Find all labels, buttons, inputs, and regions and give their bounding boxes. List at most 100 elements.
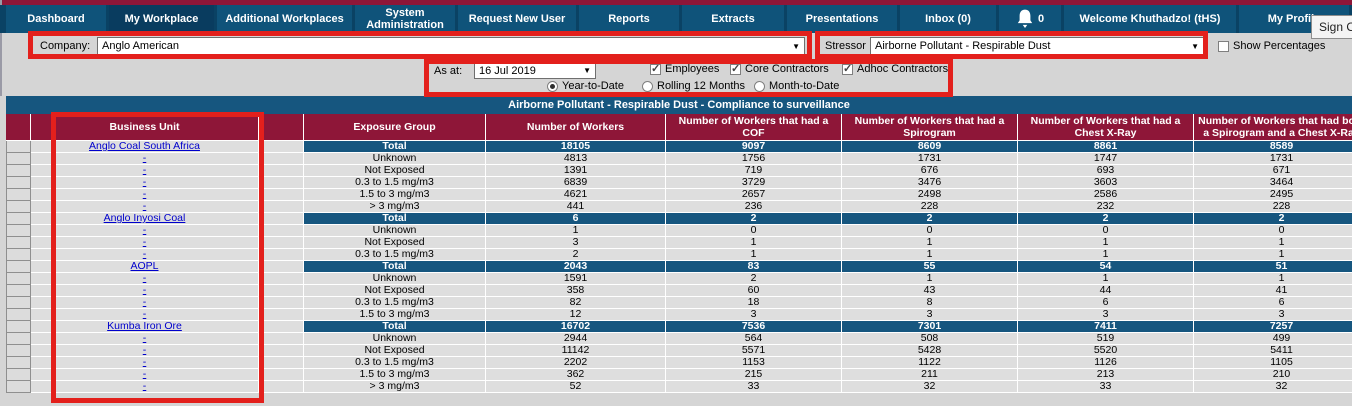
row-edge-cell [6, 345, 31, 357]
row-edge-cell [6, 381, 31, 393]
business-unit-link[interactable]: Kumba Iron Ore [107, 321, 182, 332]
value-cell: 5571 [666, 345, 842, 357]
table-row: - Unknown 4813 1756 1731 1747 1731 [6, 153, 1352, 165]
core-contractors-checkbox[interactable] [730, 62, 741, 75]
row-link[interactable]: - [142, 309, 147, 320]
nav-tab-request-new-user[interactable]: Request New User [458, 5, 576, 33]
value-cell: 693 [1018, 165, 1194, 177]
nav-tab-reports[interactable]: Reports [579, 5, 679, 33]
value-cell: 232 [1018, 201, 1194, 213]
value-cell: 1731 [842, 153, 1018, 165]
rolling-12-months-group: Rolling 12 Months [642, 80, 745, 92]
spacer-cell [259, 309, 304, 321]
row-link[interactable]: - [142, 189, 147, 200]
business-unit-cell: AOPL [31, 261, 259, 273]
row-link[interactable]: - [142, 237, 147, 248]
business-unit-link[interactable]: Anglo Coal South Africa [89, 141, 200, 152]
value-cell: 1105 [1194, 357, 1352, 369]
chevron-down-icon: ▼ [1191, 41, 1199, 51]
exposure-group-cell: 0.3 to 1.5 mg/m3 [304, 357, 486, 369]
year-to-date-radio[interactable] [547, 80, 558, 92]
row-link[interactable]: - [142, 177, 147, 188]
exposure-group-cell: Not Exposed [304, 285, 486, 297]
value-cell: 519 [1018, 333, 1194, 345]
table-header-row: Business Unit Exposure Group Number of Wor… [6, 114, 1352, 141]
row-edge-cell [6, 177, 31, 189]
value-cell: 60 [666, 285, 842, 297]
row-edge-cell [6, 357, 31, 369]
employees-checkbox[interactable] [650, 62, 661, 75]
value-cell: 2 [486, 249, 666, 261]
exposure-group-cell: Total [304, 321, 486, 333]
as-at-date-select[interactable]: 16 Jul 2019 ▼ [474, 62, 596, 79]
exposure-group-cell: Unknown [304, 333, 486, 345]
value-cell: 210 [1194, 369, 1352, 381]
row-edge-cell [6, 225, 31, 237]
nav-tab-extracts[interactable]: Extracts [682, 5, 784, 33]
nav-tab-inbox-0[interactable]: Inbox (0) [900, 5, 996, 33]
value-cell: 8609 [842, 141, 1018, 153]
stressor-select[interactable]: Airborne Pollutant - Respirable Dust ▼ [870, 37, 1204, 55]
value-cell: 5520 [1018, 345, 1194, 357]
row-link[interactable]: - [142, 201, 147, 212]
nav-tab-presentations[interactable]: Presentations [787, 5, 897, 33]
value-cell: 1126 [1018, 357, 1194, 369]
value-cell: 719 [666, 165, 842, 177]
row-link[interactable]: - [142, 153, 147, 164]
row-link[interactable]: - [142, 381, 147, 392]
row-edge-cell [6, 285, 31, 297]
value-cell: 2586 [1018, 189, 1194, 201]
business-unit-link[interactable]: AOPL [130, 261, 159, 272]
show-percentages-checkbox[interactable] [1218, 40, 1229, 52]
notification-bell-area[interactable]: 0 [999, 5, 1061, 33]
value-cell: 3 [486, 237, 666, 249]
spacer-cell [259, 153, 304, 165]
exposure-group-cell: 1.5 to 3 mg/m3 [304, 369, 486, 381]
value-cell: 1 [1194, 249, 1352, 261]
row-edge-cell [6, 249, 31, 261]
row-link[interactable]: - [142, 165, 147, 176]
row-edge-cell [6, 237, 31, 249]
column-header-number-of-workers-that-had-a-cof: Number of Workers that had a COF [666, 114, 842, 141]
rolling-12-months-radio[interactable] [642, 80, 653, 92]
row-link[interactable]: - [142, 297, 147, 308]
row-link[interactable]: - [142, 369, 147, 380]
sign-out-button[interactable]: Sign Out [1311, 15, 1352, 39]
row-link[interactable]: - [142, 249, 147, 260]
table-row: -0.3 to 1.5 mg/m3 82 18 8 6 6 [6, 297, 1352, 309]
nav-tab-system-administration[interactable]: System Administration [355, 5, 455, 33]
row-link[interactable]: - [142, 225, 147, 236]
adhoc-contractors-checkbox[interactable] [842, 62, 853, 75]
business-unit-cell: - [31, 285, 259, 297]
table-row: Anglo Inyosi Coal Total 6 2 2 2 2 [6, 213, 1352, 225]
spacer-cell [259, 321, 304, 333]
value-cell: 41 [1194, 285, 1352, 297]
value-cell: 7411 [1018, 321, 1194, 333]
main-navigation: Dashboard My Workplace Additional Workplac… [0, 5, 1352, 33]
nav-tab-additional-workplaces[interactable]: Additional Workplaces [217, 5, 352, 33]
row-edge-cell [6, 213, 31, 225]
spacer-cell [259, 213, 304, 225]
row-edge-cell [6, 201, 31, 213]
column-header-spacer [259, 114, 304, 141]
value-cell: 2043 [486, 261, 666, 273]
row-link[interactable]: - [142, 273, 147, 284]
value-cell: 2 [666, 273, 842, 285]
table-row: - Unknown 2944 564 508 519 499 [6, 333, 1352, 345]
business-unit-cell: - [31, 177, 259, 189]
spacer-cell [259, 177, 304, 189]
row-link[interactable]: - [142, 345, 147, 356]
row-link[interactable]: - [142, 285, 147, 296]
nav-tab-my-workplace[interactable]: My Workplace [109, 5, 214, 33]
stressor-label: Stressor [825, 40, 866, 52]
value-cell: 3464 [1194, 177, 1352, 189]
company-select[interactable]: Anglo American ▼ [97, 37, 805, 55]
column-header-business-unit: Business Unit [31, 114, 259, 141]
company-label: Company: [40, 40, 91, 52]
month-to-date-radio[interactable] [754, 80, 765, 92]
row-link[interactable]: - [142, 357, 147, 368]
business-unit-link[interactable]: Anglo Inyosi Coal [103, 213, 186, 224]
row-link[interactable]: - [142, 333, 147, 344]
value-cell: 2 [842, 213, 1018, 225]
nav-tab-dashboard[interactable]: Dashboard [6, 5, 106, 33]
